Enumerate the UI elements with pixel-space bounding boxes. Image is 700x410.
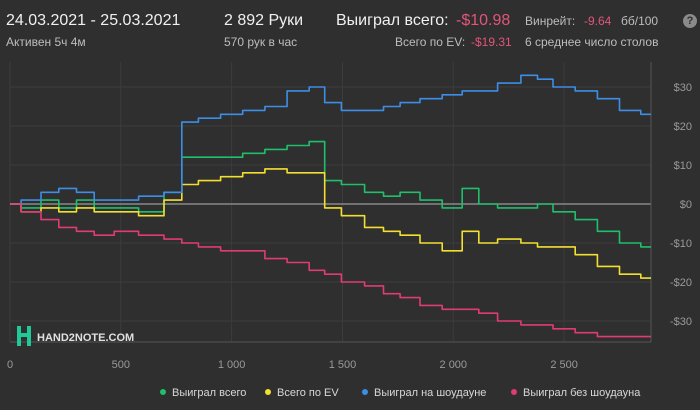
legend-item-won-total[interactable]: Выиграл всего bbox=[160, 387, 246, 399]
x-tick-label: 1 500 bbox=[329, 359, 357, 371]
won-total-value: -$10.98 bbox=[456, 12, 511, 29]
logo-text: HAND2NOTE.COM bbox=[37, 332, 134, 344]
date-range: 24.03.2021 - 25.03.2021 bbox=[6, 12, 181, 29]
y-tick-label: -$10 bbox=[670, 238, 692, 250]
series-line-won-total bbox=[10, 140, 651, 248]
active-time: Активен 5ч 4м bbox=[6, 35, 86, 49]
y-tick-label: -$30 bbox=[670, 316, 692, 328]
series-line-non-showdown bbox=[10, 203, 651, 338]
x-tick-label: 0 bbox=[7, 359, 13, 371]
avg-tables: 6 среднее число столов bbox=[525, 35, 659, 49]
legend-dot bbox=[362, 389, 368, 396]
y-tick-label: -$20 bbox=[670, 277, 692, 289]
hands-count: 2 892 Руки bbox=[224, 12, 304, 29]
legend-label: Выиграл на шоудауне bbox=[374, 387, 487, 399]
y-tick-label: $0 bbox=[680, 199, 692, 211]
legend-label: Выиграл всего bbox=[172, 387, 247, 399]
ev-label: Всего по EV: bbox=[395, 35, 466, 49]
hands-rate: 570 рук в час bbox=[224, 35, 298, 49]
legend-item-ev[interactable]: Всего по EV bbox=[265, 387, 339, 399]
won-total-label: Выиграл всего: bbox=[336, 12, 449, 29]
winrate-value: -9.64 bbox=[584, 14, 612, 28]
ev-value: -$19.31 bbox=[471, 35, 512, 49]
legend-item-showdown[interactable]: Выиграл на шоудауне bbox=[362, 387, 486, 399]
series-line-showdown bbox=[10, 74, 651, 205]
y-tick-label: $20 bbox=[674, 121, 692, 133]
y-tick-label: $10 bbox=[674, 160, 692, 172]
legend-label: Выиграл без шоудауна bbox=[523, 387, 641, 399]
chart: 0 500 1 000 1 500 2 000 2 500 $30 $20 $10 $0 -$10 -… bbox=[7, 62, 692, 371]
legend-item-non-showdown[interactable]: Выиграл без шоудауна bbox=[511, 387, 640, 399]
series-line-ev bbox=[10, 168, 651, 279]
logo-icon bbox=[17, 326, 31, 346]
x-tick-label: 2 500 bbox=[550, 359, 578, 371]
logo: HAND2NOTE.COM bbox=[17, 326, 134, 346]
legend-dot bbox=[160, 389, 166, 396]
legend-dot bbox=[511, 389, 517, 396]
tick-labels: 0 500 1 000 1 500 2 000 2 500 $30 $20 $10 $0 -$10 -… bbox=[7, 82, 692, 371]
legend-label: Всего по EV bbox=[277, 387, 339, 399]
y-tick-label: $30 bbox=[674, 82, 692, 94]
x-tick-label: 1 000 bbox=[218, 359, 246, 371]
series-lines bbox=[10, 74, 651, 338]
winrate-unit: бб/100 bbox=[621, 14, 659, 28]
help-icon[interactable]: ? bbox=[683, 14, 697, 28]
legend-dot bbox=[265, 389, 271, 396]
grid bbox=[9, 62, 652, 343]
x-tick-label: 2 000 bbox=[440, 359, 468, 371]
winrate-label: Винрейт: bbox=[525, 14, 576, 28]
x-tick-label: 500 bbox=[112, 359, 130, 371]
